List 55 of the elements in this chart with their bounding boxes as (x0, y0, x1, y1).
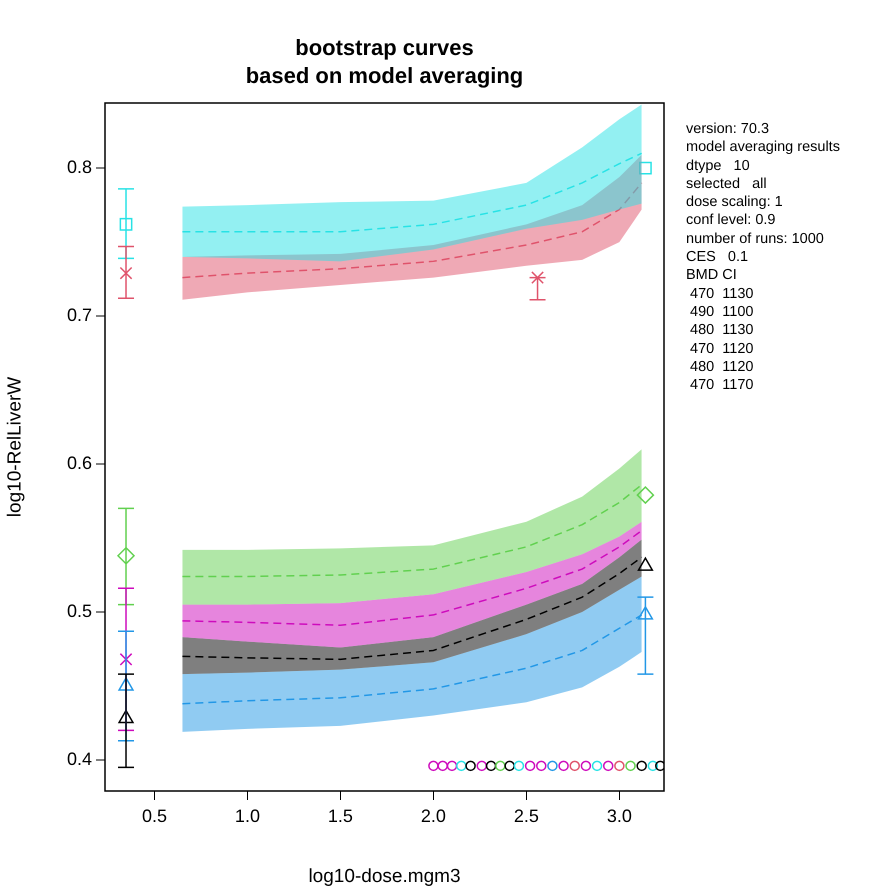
point (636, 486, 654, 504)
point (486, 760, 496, 772)
point (536, 760, 547, 772)
line-series (182, 484, 642, 578)
y-tick-label: 0.8 (66, 157, 92, 178)
point (602, 760, 614, 772)
x-tick-label: 1.5 (328, 806, 353, 826)
x-tick-label: 2.5 (514, 806, 539, 826)
point (476, 760, 488, 772)
line-series (182, 530, 642, 626)
point (437, 760, 448, 772)
chart-subtitle: based on model averaging (244, 62, 524, 90)
y-tick-label: 0.4 (66, 748, 92, 769)
text: model averaging results (686, 138, 840, 157)
chart-title: bootstrap curves (294, 34, 475, 62)
point (465, 760, 476, 772)
line-series (182, 152, 642, 232)
x-tick-label: 2.0 (420, 806, 446, 826)
text: 470 1170 (689, 376, 754, 394)
point (120, 652, 132, 666)
text: selected all (686, 174, 768, 194)
text: 490 1100 (689, 302, 754, 322)
point (580, 760, 592, 772)
y-axis-title: log10-RelLiverW (4, 376, 26, 518)
x-tick-label: 1.0 (234, 806, 260, 826)
point (446, 760, 458, 772)
text: 470 1120 (689, 340, 754, 358)
x-axis-title: log10-dose.mgm3 (308, 866, 461, 887)
x-tick-label: 0.5 (142, 806, 167, 826)
point (120, 218, 132, 231)
point (636, 760, 647, 772)
point (558, 760, 569, 772)
point (117, 547, 135, 564)
y-tick-label: 0.6 (66, 452, 92, 473)
point (504, 760, 515, 772)
text: dose scaling: 1 (686, 193, 784, 212)
text: version: 70.3 (686, 120, 770, 138)
text: BMD CI (686, 266, 738, 285)
line-series (182, 182, 642, 278)
x-tick-label: 3.0 (606, 806, 632, 826)
text: number of runs: 1000 (686, 230, 825, 248)
point (524, 760, 536, 772)
point (638, 162, 652, 175)
text: dtype 10 (686, 156, 751, 175)
point (531, 271, 544, 284)
point (547, 760, 558, 772)
y-tick-label: 0.7 (66, 305, 92, 326)
point (428, 760, 439, 772)
text: conf level: 0.9 (686, 211, 776, 230)
text: 480 1120 (689, 358, 754, 376)
point (120, 266, 132, 280)
text: CES 0.1 (686, 248, 750, 266)
y-tick-label: 0.5 (66, 600, 92, 621)
text: 480 1130 (689, 321, 754, 340)
text: 470 1130 (689, 284, 754, 303)
